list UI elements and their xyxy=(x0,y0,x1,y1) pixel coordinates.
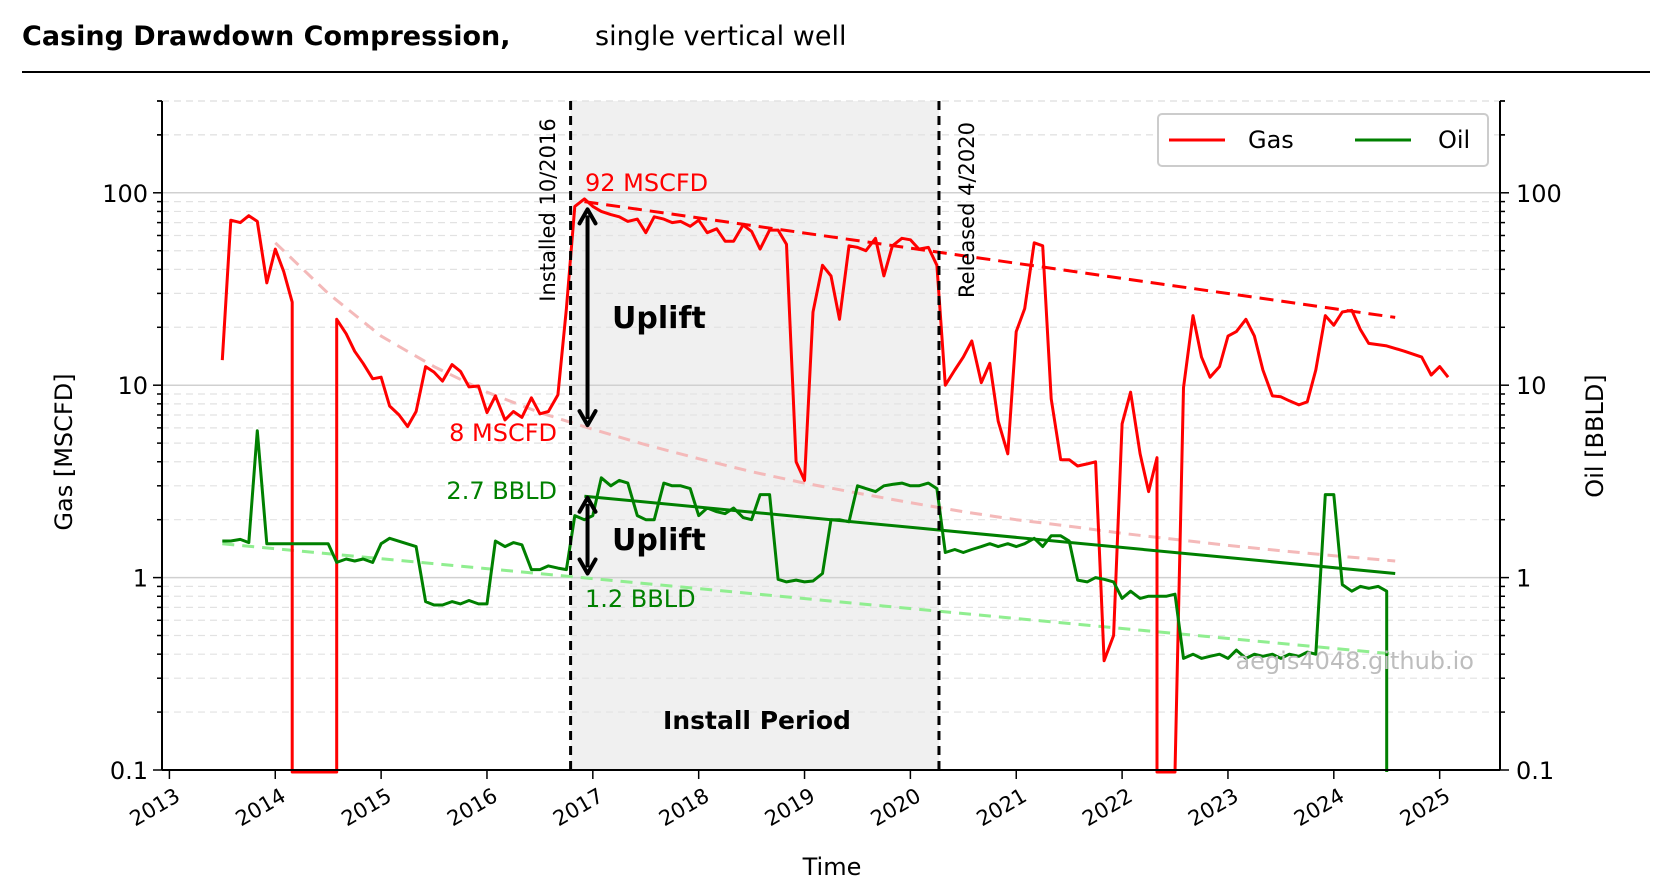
gas-peak-label: 92 MSCFD xyxy=(585,169,708,197)
annotation-layer xyxy=(577,207,598,576)
oil-decline-line xyxy=(222,542,1396,656)
x-tick-label: 2014 xyxy=(231,784,289,832)
y-tick-label-right: 0.1 xyxy=(1516,757,1554,785)
installed-label: Installed 10/2016 xyxy=(536,118,560,301)
legend: Gas Oil xyxy=(1157,113,1489,167)
oil-peak-label: 2.7 BBLD xyxy=(446,477,557,505)
x-tick-label: 2025 xyxy=(1396,784,1454,832)
series-layer xyxy=(220,197,1450,774)
gas-decline-curve xyxy=(274,241,1396,563)
y-axis-label-left: Gas [MSCFD] xyxy=(50,373,78,530)
oil-uplift-arrow xyxy=(577,495,598,576)
x-tick-label: 2020 xyxy=(867,784,925,832)
uplift-arrow-head xyxy=(577,557,598,576)
gas-trend-line xyxy=(584,200,1396,319)
x-axis-label: Time xyxy=(802,853,862,881)
oil-trend-line xyxy=(584,494,1396,575)
x-tick-label: 2021 xyxy=(972,784,1030,832)
y-axis-label-right: Oil [BBLD] xyxy=(1581,374,1609,497)
x-tick-label: 2023 xyxy=(1184,784,1242,832)
uplift-arrow-head xyxy=(577,495,598,514)
x-tick-label: 2018 xyxy=(655,784,713,832)
decline-layer xyxy=(222,241,1396,656)
install-period-band xyxy=(570,101,939,770)
y-tick-label-left: 0.1 xyxy=(110,757,148,785)
x-tick-label: 2017 xyxy=(549,784,607,832)
uplift-arrow-head xyxy=(577,409,598,428)
legend-oil-label: Oil xyxy=(1438,126,1470,154)
legend-gas-label: Gas xyxy=(1248,126,1294,154)
y-tick-label-right: 10 xyxy=(1516,372,1547,400)
y-tick-label-left: 10 xyxy=(117,372,148,400)
watermark: aegis4048.github.io xyxy=(1235,647,1474,675)
gas-series-line xyxy=(220,197,1450,774)
gas-uplift-label: Uplift xyxy=(612,301,706,336)
gas-before-label: 8 MSCFD xyxy=(449,419,557,447)
y-tick-label-left: 1 xyxy=(133,565,148,593)
oil-uplift-label: Uplift xyxy=(612,523,706,558)
x-tick-label: 2019 xyxy=(761,784,819,832)
x-tick-label: 2013 xyxy=(126,784,184,832)
x-tick-label: 2015 xyxy=(337,784,395,832)
chart-subtitle: single vertical well xyxy=(595,21,846,52)
install-period-label: Install Period xyxy=(663,706,851,735)
x-tick-label: 2016 xyxy=(443,784,501,832)
gas-uplift-arrow xyxy=(577,207,598,428)
y-tick-label-right: 1 xyxy=(1516,565,1531,593)
uplift-arrow-head xyxy=(577,207,598,226)
vline-layer xyxy=(569,101,941,770)
released-label: Released 4/2020 xyxy=(955,122,979,298)
y-tick-label-left: 100 xyxy=(102,180,148,208)
oil-before-label: 1.2 BBLD xyxy=(585,585,696,613)
x-tick-label: 2022 xyxy=(1078,784,1136,832)
chart-title: Casing Drawdown Compression, xyxy=(22,21,511,52)
y-tick-label-right: 100 xyxy=(1516,180,1562,208)
x-tick-label: 2024 xyxy=(1290,784,1348,832)
